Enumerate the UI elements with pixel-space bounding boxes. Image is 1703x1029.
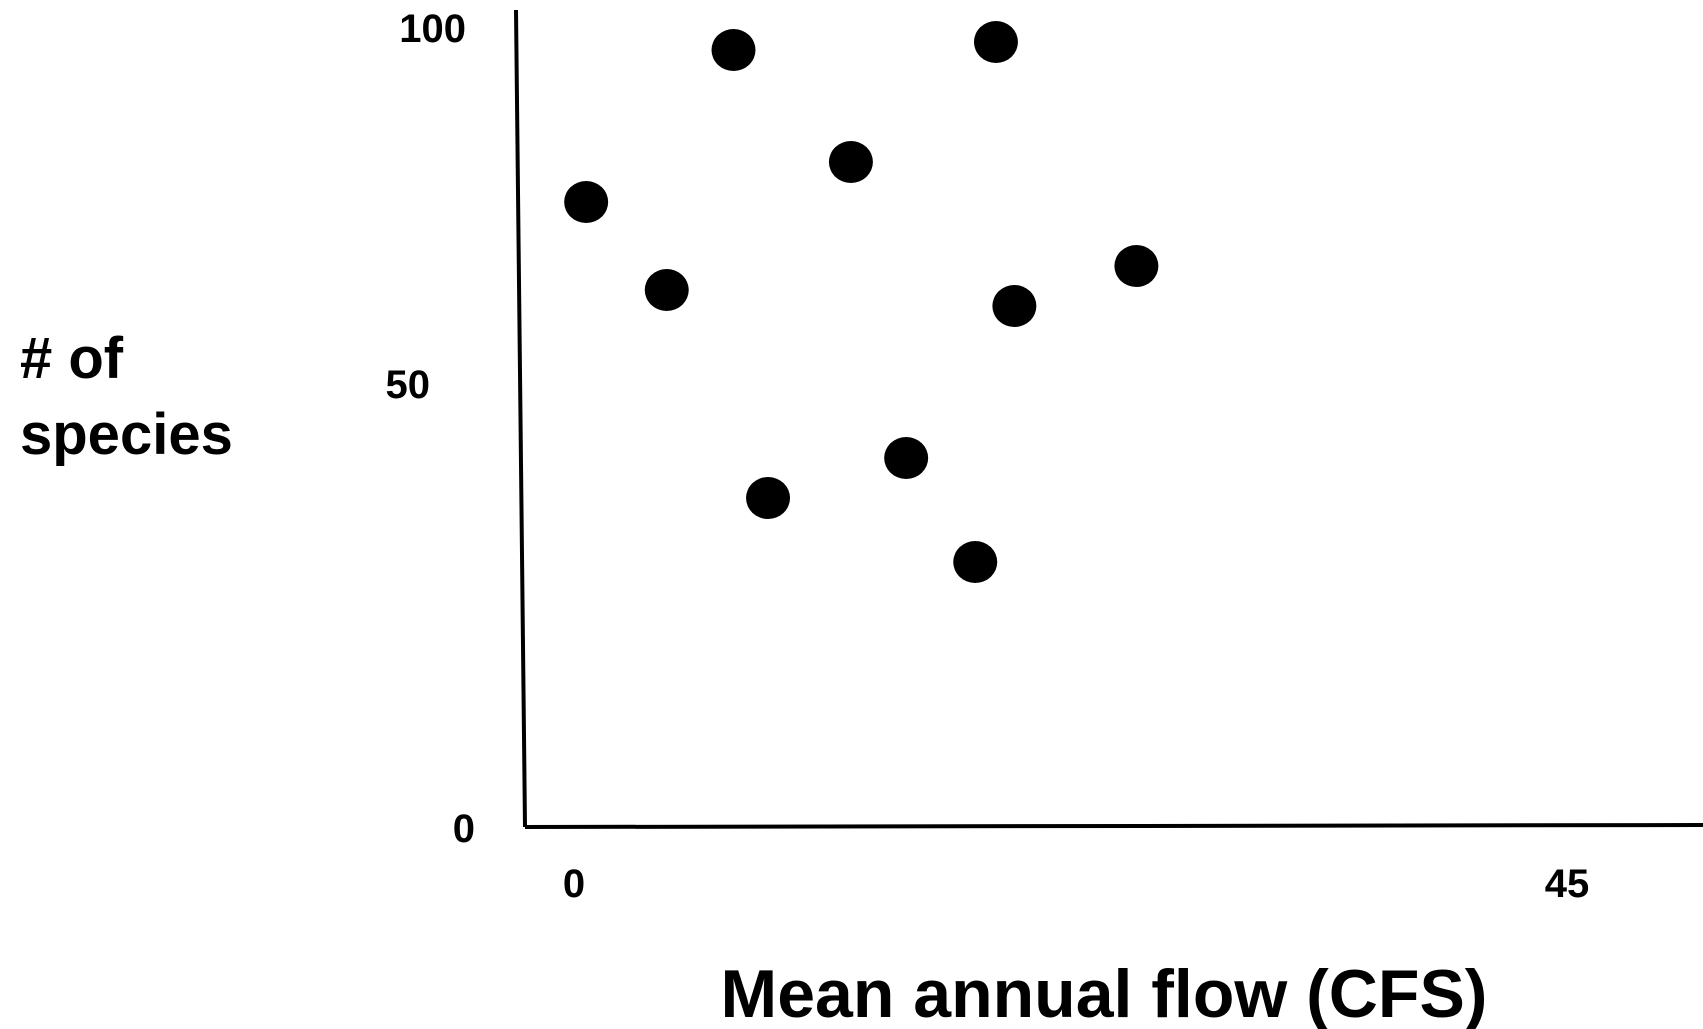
x-tick-label-45: 45 bbox=[1545, 862, 1590, 906]
data-points bbox=[564, 21, 1159, 583]
data-point bbox=[644, 269, 689, 311]
data-point bbox=[746, 477, 791, 519]
x-axis-line bbox=[524, 823, 1703, 829]
data-point bbox=[564, 181, 609, 223]
data-point bbox=[711, 29, 756, 71]
y-axis-line bbox=[514, 9, 527, 828]
data-point bbox=[884, 437, 929, 479]
y-axis-title-line-2: species bbox=[20, 402, 233, 467]
data-point bbox=[973, 21, 1018, 63]
y-tick-label-0: 0 bbox=[453, 807, 475, 851]
x-axis-title: Mean annual flow (CFS) bbox=[721, 956, 1488, 1029]
y-tick-label-50: 50 bbox=[386, 363, 431, 407]
y-axis-title-line-1: # of bbox=[20, 326, 124, 391]
data-point bbox=[992, 285, 1037, 327]
x-tick-label-0: 0 bbox=[563, 862, 585, 906]
data-point bbox=[1114, 245, 1159, 287]
data-point bbox=[828, 141, 873, 183]
data-point bbox=[953, 541, 998, 583]
y-tick-label-100: 100 bbox=[399, 7, 466, 51]
